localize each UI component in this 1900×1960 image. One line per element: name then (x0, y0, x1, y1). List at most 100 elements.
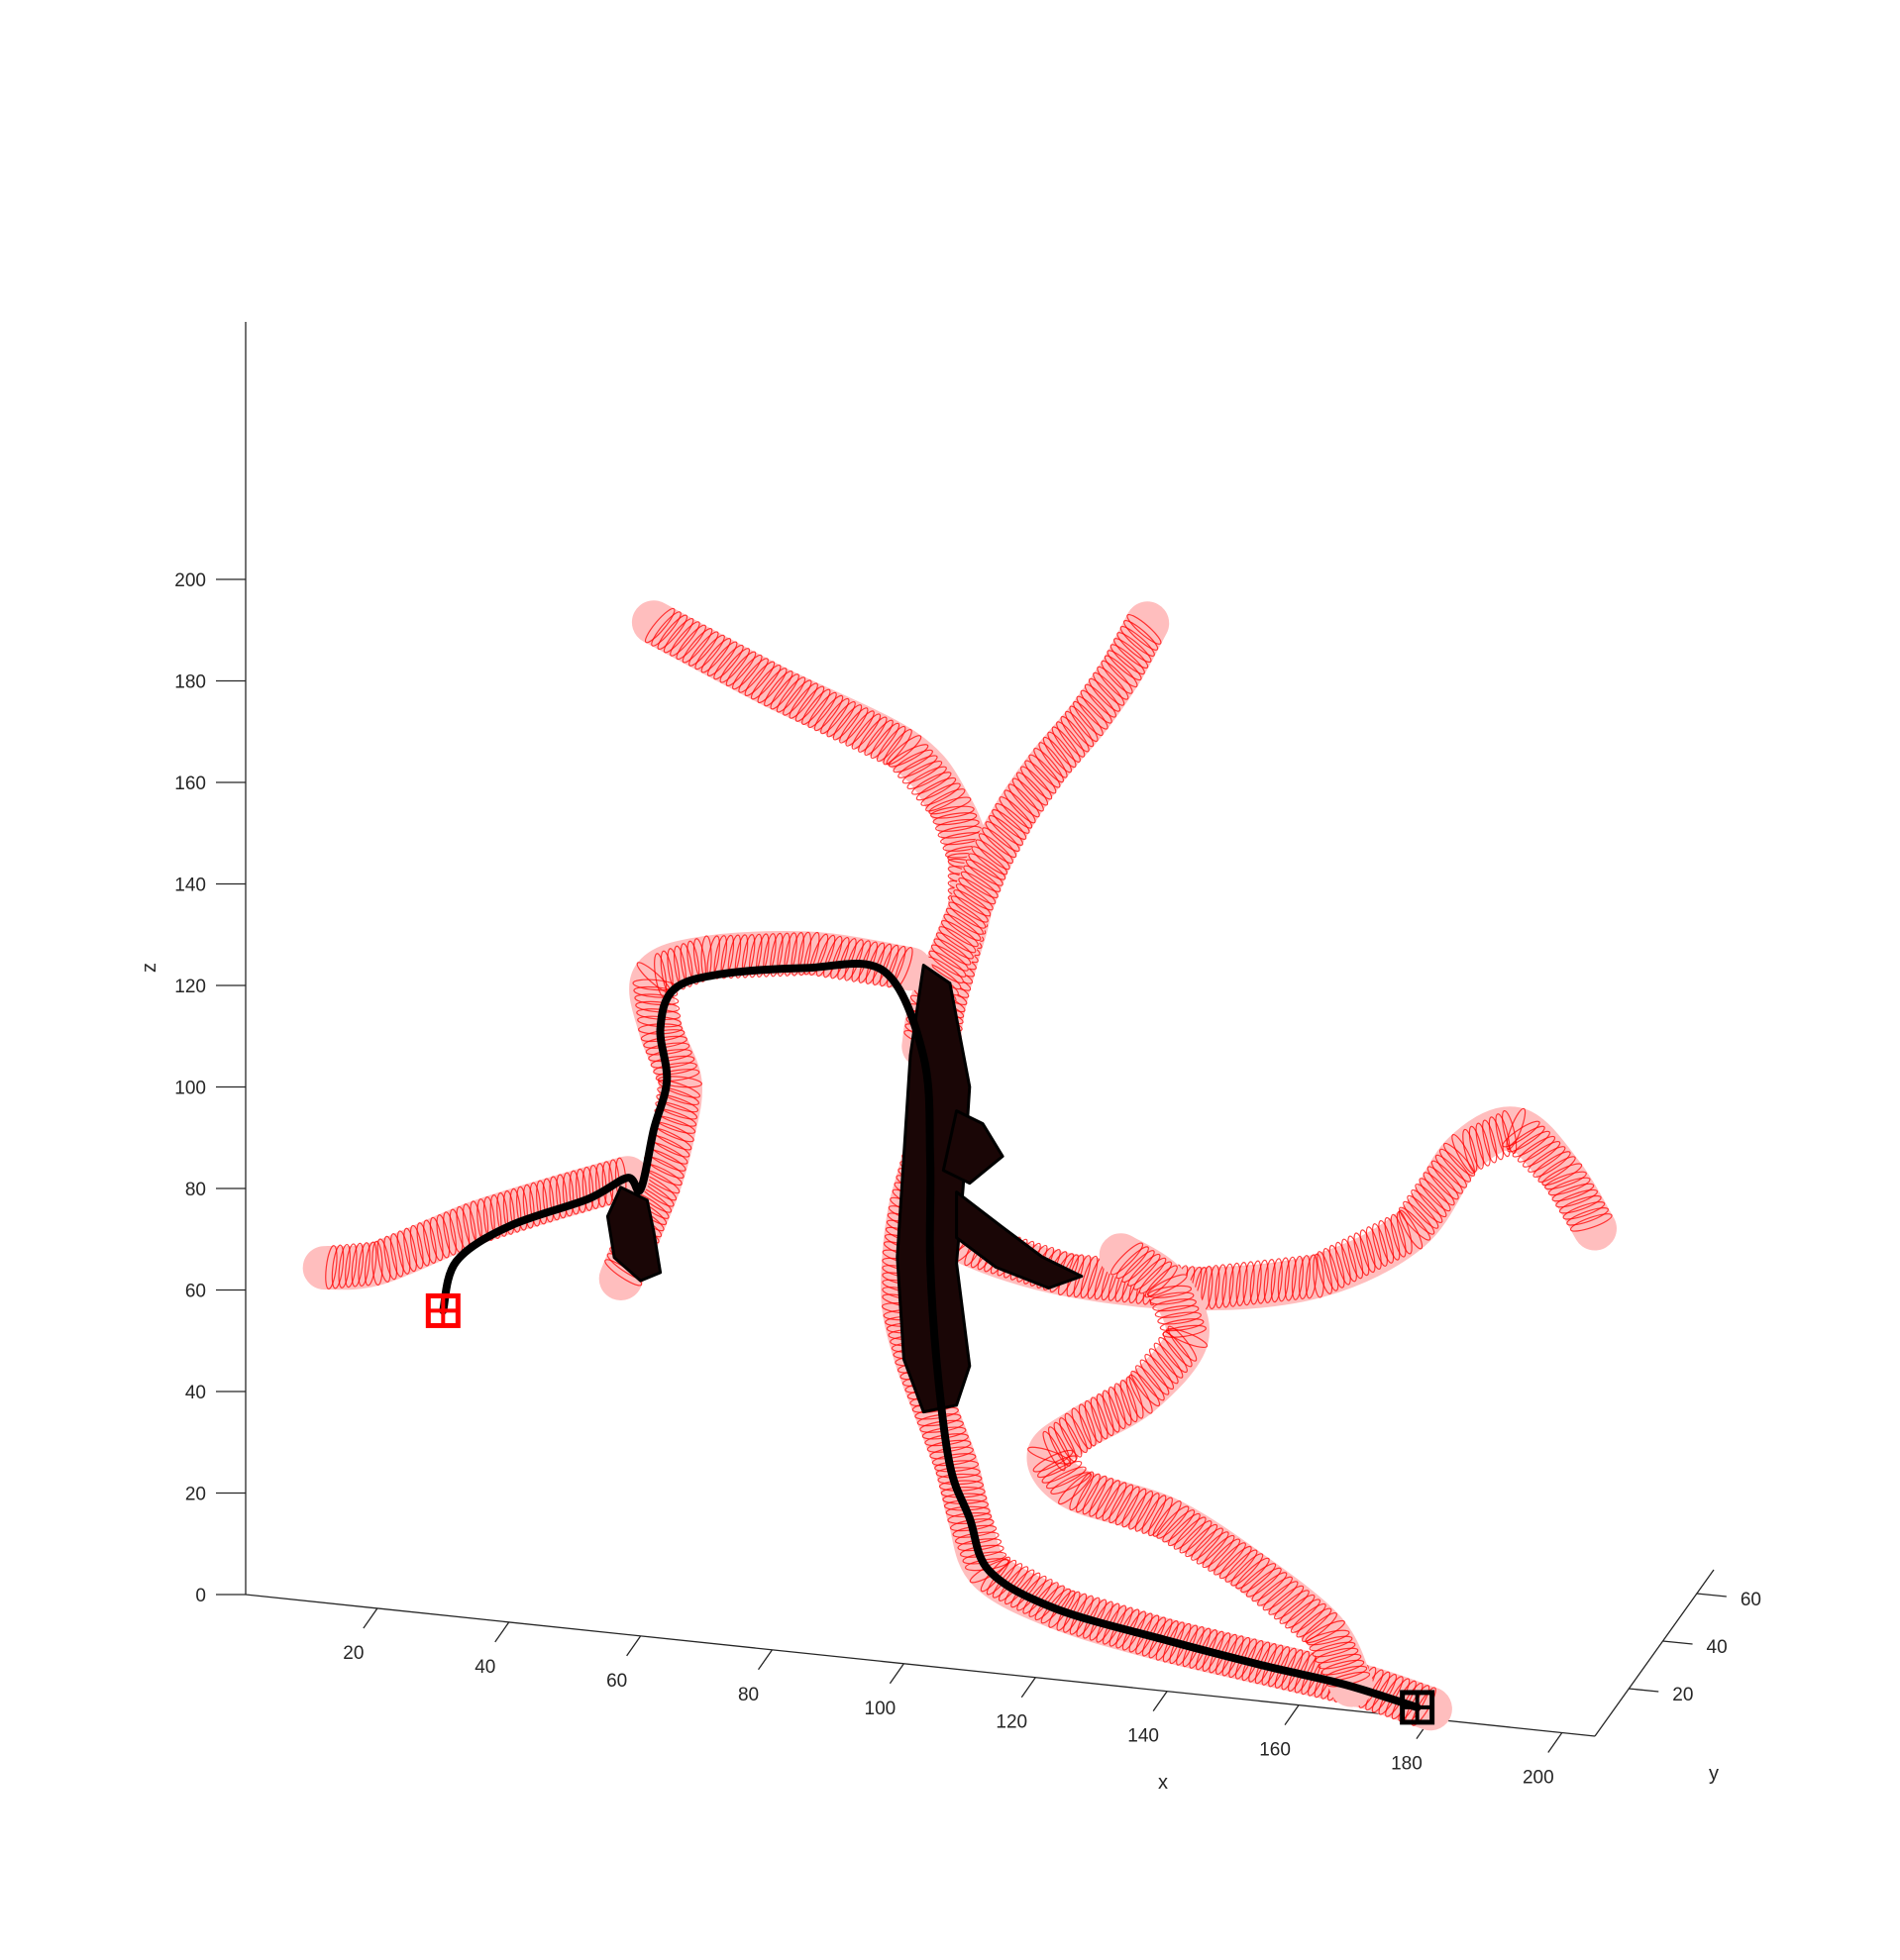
tube-ring (797, 931, 812, 977)
tube-ring (1569, 1213, 1613, 1232)
tube-ring (1109, 644, 1145, 675)
tube-ring (1208, 1538, 1241, 1572)
tube-ring (416, 1222, 431, 1267)
tube-ring (935, 1467, 981, 1479)
tube-ring (930, 805, 975, 819)
tube-ring (1443, 1142, 1476, 1177)
tube-ring (1154, 1304, 1200, 1318)
tube-ring (383, 1235, 398, 1281)
tube-ring (1042, 1430, 1066, 1472)
tube-ring (763, 933, 777, 978)
tube-ring (536, 1180, 548, 1225)
tube-ring (595, 1163, 607, 1208)
tube-ring (1419, 1178, 1451, 1212)
tube-ring (1372, 1223, 1388, 1267)
tube-ring (971, 846, 1008, 876)
tube-ring (1032, 1449, 1074, 1473)
tube-ring (371, 1240, 383, 1287)
tube-ring (654, 1108, 697, 1127)
tube-ring (955, 883, 994, 911)
tube-ring (1147, 1285, 1193, 1298)
tube-ring (358, 1242, 370, 1288)
tube-ring (1291, 1255, 1304, 1300)
y-tick-mark (1696, 1593, 1727, 1598)
tube-ring (1003, 789, 1036, 824)
tube-ring (1107, 650, 1142, 681)
tube-ring (1089, 1477, 1114, 1517)
tube-ring (858, 716, 888, 753)
tube-ring (777, 932, 791, 978)
tube-ring (1378, 1219, 1395, 1264)
tube-ring (764, 671, 793, 707)
tube-ring (1263, 1259, 1276, 1303)
tube-ring (1551, 1183, 1595, 1202)
tube-ring (1045, 1466, 1087, 1490)
tube-ring (1438, 1148, 1472, 1183)
tube-ring (1130, 1370, 1161, 1407)
tube-ring (1152, 1298, 1197, 1312)
tube-ring (423, 1219, 437, 1264)
tube-ring (1468, 1125, 1485, 1170)
tube-ring (655, 1069, 700, 1083)
tube-ring (338, 1243, 351, 1289)
tube-ring (1027, 1446, 1071, 1465)
tube-ring (813, 694, 844, 732)
tube-ring (1451, 1133, 1475, 1175)
tube-ring (650, 1055, 695, 1069)
tube-ring (1235, 1262, 1248, 1306)
filled-region (605, 1186, 663, 1283)
tube-ring (1306, 1629, 1350, 1646)
tube-ring (549, 1176, 562, 1221)
tube-ring (1064, 710, 1095, 748)
x-tick-label: 100 (865, 1699, 897, 1719)
x-tick-label: 80 (738, 1685, 759, 1705)
tube-ring (1240, 1563, 1277, 1594)
tube-ring (822, 935, 843, 979)
tube-ring (883, 729, 912, 766)
tube-ring (1224, 1549, 1258, 1583)
tube-ring (1128, 1490, 1154, 1530)
tube-ring (658, 1080, 701, 1098)
tube-ring (1403, 1200, 1435, 1235)
tube-ring (935, 932, 974, 960)
tube-ring (1522, 1140, 1561, 1168)
tube-ring (1270, 1258, 1283, 1303)
tube-ring (1305, 1254, 1318, 1299)
tube-ring (1082, 1475, 1108, 1515)
y-axis-label: y (1709, 1763, 1719, 1785)
tube-ring (1257, 1576, 1293, 1606)
tube-ring (1116, 632, 1152, 664)
filled-region (941, 1109, 1004, 1186)
tube-ring (1517, 1135, 1556, 1163)
tube-ring (1191, 1527, 1223, 1561)
tube-ring (1502, 1120, 1540, 1148)
x-tick-label: 140 (1127, 1726, 1159, 1747)
tube-ring (933, 938, 972, 966)
y-axis-ticks: 20 40 60 (1629, 1590, 1761, 1705)
tube-ring (1028, 754, 1061, 788)
tube-ring (409, 1224, 424, 1270)
z-axis-label: z (139, 963, 160, 973)
tube-ring (1482, 1119, 1498, 1164)
tube-ring (1059, 1417, 1083, 1458)
tube-ring (801, 688, 831, 725)
x-tick-label: 160 (1259, 1740, 1291, 1761)
tube-ring (776, 676, 806, 713)
tube-ring (682, 628, 713, 664)
x-tick-mark (1020, 1677, 1036, 1699)
tube-ring (1069, 1471, 1095, 1511)
tube-ring (925, 788, 966, 812)
vessel-tube-rings (903, 613, 1162, 1050)
tube-ring (1230, 1553, 1264, 1587)
x-tick-label: 120 (996, 1712, 1027, 1733)
tube-ring (1302, 1611, 1337, 1643)
tube-ring (943, 913, 982, 942)
tube-ring (1214, 1264, 1227, 1309)
tube-ring (1088, 677, 1121, 712)
tube-ring (1317, 1251, 1333, 1294)
tube-ring (953, 889, 992, 917)
tube-ring (489, 1193, 502, 1240)
tube-ring (845, 710, 875, 747)
x-axis-ticks: 20 40 60 80 100 120 140 160 180 200 (343, 1607, 1563, 1789)
